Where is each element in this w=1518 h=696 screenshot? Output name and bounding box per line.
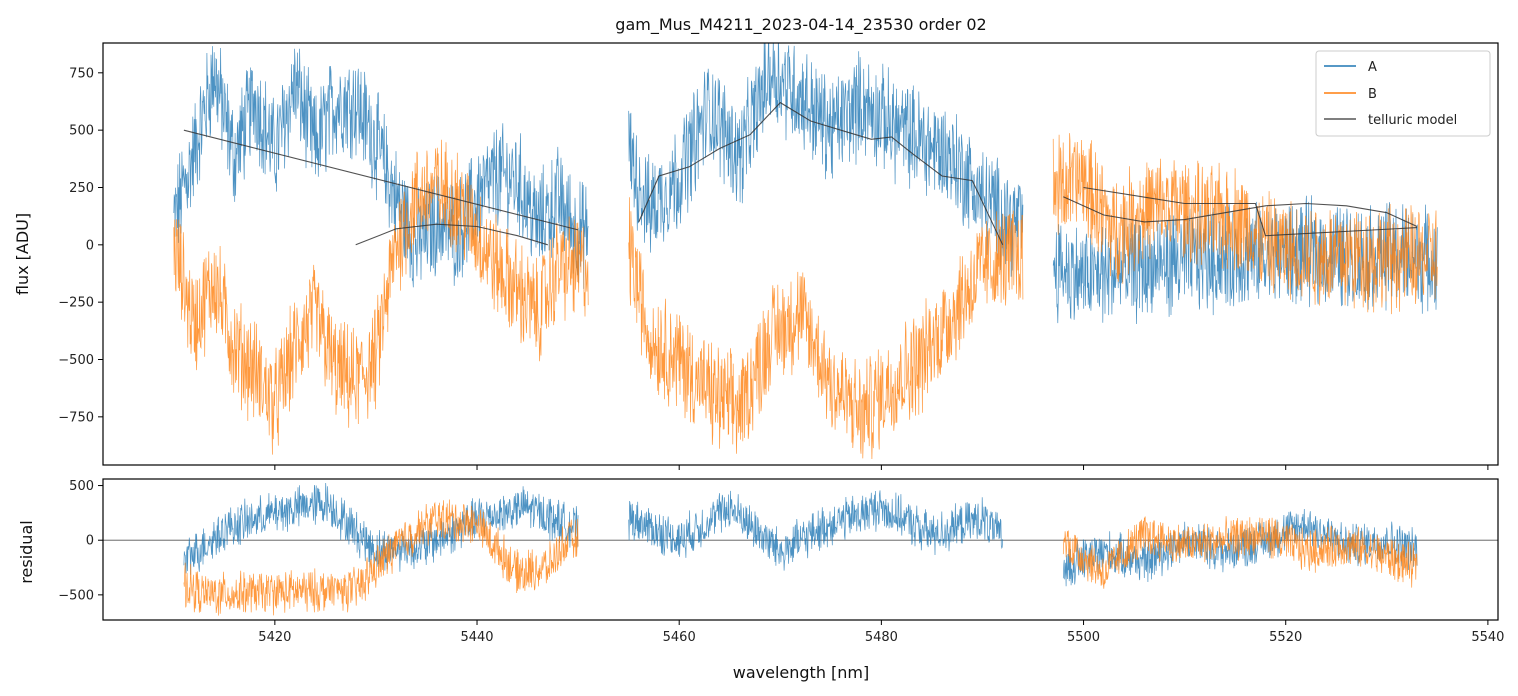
residual-xtick-label: 5460 (663, 630, 696, 645)
telluric-model-b-segment-1 (355, 223, 548, 246)
series-b-segment-3 (1052, 133, 1438, 315)
flux-y-axis-label: flux [ADU] (13, 213, 32, 295)
residual-xtick-label: 5420 (258, 630, 291, 645)
residual-plot-frame (102, 478, 1499, 621)
residual-xtick-label: 5480 (865, 630, 898, 645)
legend-label-b: B (1368, 87, 1377, 102)
flux-ytick-label: −250 (58, 296, 94, 311)
residual-xtick-label: 5520 (1269, 630, 1302, 645)
legend: A B telluric model (1315, 50, 1491, 137)
series-a-segment-1 (183, 482, 579, 575)
legend-box (1315, 50, 1491, 137)
flux-ytick-label: 500 (69, 124, 94, 139)
telluric-model-b-segment-3 (1083, 186, 1418, 237)
series-a-segment-2 (628, 43, 1024, 277)
telluric-model-segment-2 (638, 101, 1004, 246)
residual-ytick-label: 500 (69, 479, 94, 494)
series-b-segment-1 (173, 139, 589, 455)
flux-ytick-label: 750 (69, 66, 94, 81)
series-b-segment-1 (183, 499, 579, 616)
flux-ytick-label: 0 (86, 238, 94, 253)
series-a-segment-2 (628, 490, 1004, 571)
residual-ytick-label: −500 (58, 588, 94, 603)
series-a-segment-1 (173, 46, 589, 289)
residual-plot: −500 0 500 5420 5440 5460 5480 5500 5520 5540 re… (17, 478, 1504, 682)
telluric-model-a-segment-1 (183, 129, 579, 231)
legend-label-a: A (1368, 60, 1377, 75)
series-b-segment-3 (1062, 516, 1418, 589)
residual-y-axis-label: residual (17, 520, 36, 583)
series-b-segment-2 (628, 197, 1024, 460)
residual-ytick-label: 0 (86, 534, 94, 549)
telluric-model-a-segment-3 (1063, 196, 1418, 228)
residual-xtick-label: 5500 (1067, 630, 1100, 645)
flux-ytick-label: −500 (58, 353, 94, 368)
legend-label-telluric: telluric model (1368, 113, 1457, 128)
series-a-segment-3 (1062, 508, 1418, 587)
flux-plot: −750 −500 −250 0 250 500 750 flux [ADU] A B te… (13, 42, 1499, 470)
x-axis-label: wavelength [nm] (733, 663, 870, 682)
flux-ytick-label: 250 (69, 181, 94, 196)
residual-xtick-label: 5540 (1471, 630, 1504, 645)
flux-ytick-label: −750 (58, 410, 94, 425)
flux-plot-frame (102, 42, 1499, 466)
residual-xtick-label: 5440 (460, 630, 493, 645)
chart-title: gam_Mus_M4211_2023-04-14_23530 order 02 (615, 15, 986, 35)
